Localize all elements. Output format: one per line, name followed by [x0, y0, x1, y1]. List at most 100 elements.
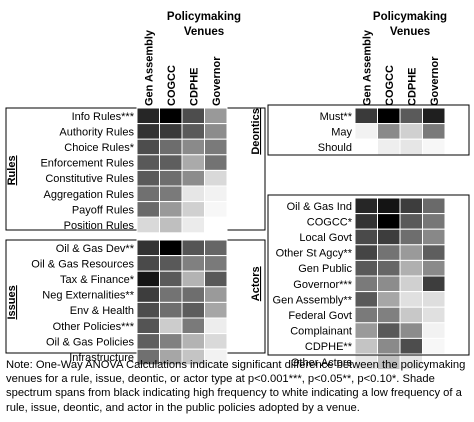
actors-row-label: Gen Assembly** — [273, 294, 353, 306]
rules-heatmap-cell — [204, 185, 228, 203]
actors-heatmap-cell — [354, 228, 378, 246]
rules-heatmap-cell — [136, 185, 160, 203]
issues-heatmap-cell — [204, 255, 228, 272]
issues-row-label: Oil & Gas Policies — [46, 336, 135, 348]
actors-heatmap-cell — [377, 259, 401, 277]
deontics-outer-frame — [267, 104, 470, 156]
rules-row-label: Payoff Rules — [72, 204, 135, 216]
issues-heatmap-cell — [159, 333, 183, 350]
left-venues-title: Policymaking Venues — [167, 11, 241, 38]
actors-heatmap-cell — [422, 197, 446, 215]
issues-row-label: Other Policies*** — [53, 321, 135, 333]
deontics-heatmap-cell — [354, 138, 378, 156]
actors-heatmap-cell — [399, 259, 423, 277]
actors-heatmap-cell — [354, 259, 378, 277]
actors-heatmap-cell — [399, 337, 423, 355]
rules-heatmap-cell — [181, 154, 205, 171]
issues-heatmap-cell — [136, 270, 160, 288]
issues-heatmap-cell — [181, 270, 205, 288]
actors-heatmap-cell — [354, 275, 378, 293]
deontics-row-label: Should — [318, 142, 352, 154]
actors-heatmap-cell — [354, 213, 378, 230]
left-title-line1: Policymaking — [167, 11, 241, 23]
issues-heatmap-cell — [159, 255, 183, 272]
right-title-line2: Venues — [390, 26, 430, 38]
right-venues-title: Policymaking Venues — [373, 11, 447, 38]
left-column-header: Gen Assembly — [143, 29, 155, 106]
rules-row-label: Choice Rules* — [64, 142, 134, 154]
left-title-line2: Venues — [184, 26, 224, 38]
actors-heatmap-cell — [422, 228, 446, 246]
rules-heatmap-cell — [136, 154, 160, 171]
actors-row-label: Complainant — [290, 326, 352, 338]
rules-heatmap-cell — [159, 123, 183, 140]
deontics-heatmap-cell — [354, 107, 378, 125]
issues-heatmap-cell — [204, 333, 228, 350]
actors-row-label: Federal Govt — [288, 310, 352, 322]
right-column-header: Gen Assembly — [361, 29, 373, 106]
rules-heatmap-cell — [204, 123, 228, 140]
rules-heatmap-cell — [204, 138, 228, 156]
rules-heatmap-cell — [181, 185, 205, 203]
actors-heatmap-cell — [422, 306, 446, 324]
deontics-heatmap-cell — [399, 107, 423, 125]
actors-heatmap-cell — [377, 291, 401, 308]
issues-row-label: Oil & Gas Resources — [31, 258, 134, 270]
deontics-group-label: Deontics — [250, 108, 262, 154]
rules-row-label: Constitutive Rules — [45, 173, 134, 185]
deontics-heatmap-cell — [377, 123, 401, 140]
actors-heatmap-cell — [377, 213, 401, 230]
actors-row-label: Other St Agcy** — [276, 248, 353, 260]
issues-heatmap-cell — [181, 239, 205, 257]
actors-row-label: Local Govt — [299, 232, 352, 244]
actors-heatmap-cell — [399, 275, 423, 293]
right-column-header: CDPHE — [406, 67, 418, 106]
rules-heatmap-cell — [204, 169, 228, 187]
actors-heatmap-cell — [377, 244, 401, 261]
issues-heatmap-cell — [181, 317, 205, 335]
issues-heatmap-cell — [159, 286, 183, 303]
issues-heatmap-cell — [136, 255, 160, 272]
rules-row-label: Position Rules — [64, 220, 135, 232]
rules-heatmap-cell — [159, 201, 183, 218]
actors-heatmap-cell — [377, 275, 401, 293]
actors-heatmap-cell — [422, 275, 446, 293]
figure-note: Note: One-Way ANOVA Calculations indicat… — [6, 359, 466, 414]
issues-row-label: Neg Externalities** — [42, 290, 134, 302]
issues-heatmap-cell — [204, 317, 228, 335]
actors-heatmap-cell — [399, 197, 423, 215]
actors-row-label: CDPHE** — [305, 341, 353, 353]
rules-heatmap-cell — [204, 201, 228, 218]
rules-heatmap-cell — [159, 216, 183, 234]
rules-heatmap-cell — [204, 216, 228, 234]
issues-row-label: Env & Health — [70, 305, 134, 317]
deontics-heatmap-cell — [377, 138, 401, 156]
issues-heatmap-cell — [181, 255, 205, 272]
rules-heatmap-cell — [136, 138, 160, 156]
actors-heatmap-cell — [354, 197, 378, 215]
actors-heatmap-cell — [354, 337, 378, 355]
issues-heatmap-cell — [204, 301, 228, 319]
rules-heatmap-cell — [204, 107, 228, 125]
rules-heatmap-cell — [159, 138, 183, 156]
right-column-header: Governor — [429, 56, 441, 106]
actors-heatmap-cell — [399, 291, 423, 308]
rules-heatmap-cell — [136, 216, 160, 234]
rules-heatmap-cell — [181, 169, 205, 187]
rules-heatmap-cell — [181, 216, 205, 234]
issues-heatmap-cell — [204, 348, 228, 366]
heatmap-grid-layer: Gen Assembly COGCC CDPHE Governor Gen Assemb… — [5, 29, 470, 371]
issues-row-label: Tax & Finance* — [60, 274, 135, 286]
rules-heatmap-cell — [181, 201, 205, 218]
rules-row-label: Enforcement Rules — [40, 158, 134, 170]
actors-row-label: Other Actors — [291, 357, 353, 369]
issues-heatmap-cell — [136, 333, 160, 350]
deontics-heatmap-cell — [399, 138, 423, 156]
actors-heatmap-cell — [377, 197, 401, 215]
deontics-heatmap-cell — [422, 123, 446, 140]
actors-heatmap-cell — [399, 322, 423, 339]
actors-heatmap-cell — [399, 228, 423, 246]
actors-heatmap-cell — [399, 213, 423, 230]
issues-heatmap-cell — [136, 286, 160, 303]
